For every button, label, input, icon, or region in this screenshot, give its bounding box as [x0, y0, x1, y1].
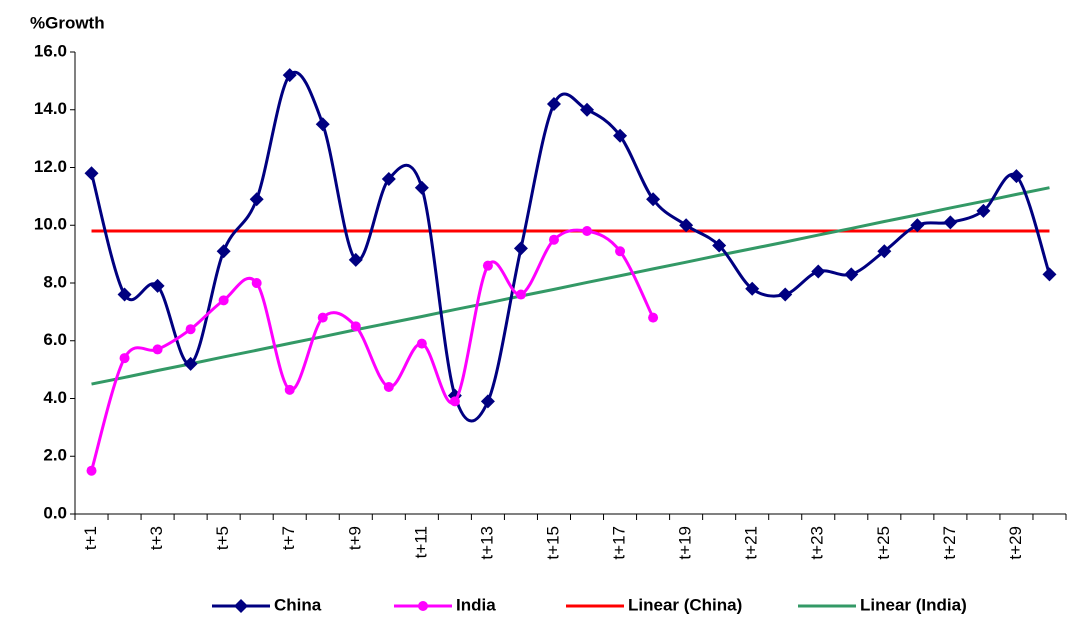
y-tick-label: 14.0: [34, 99, 67, 118]
x-tick-label: t+9: [345, 526, 364, 550]
y-tick-label: 0.0: [43, 503, 67, 522]
marker: [414, 180, 429, 195]
marker: [381, 172, 396, 187]
x-tick-label: t+17: [610, 526, 629, 560]
x-tick-label: t+29: [1006, 526, 1025, 560]
marker: [877, 244, 892, 259]
marker: [117, 287, 132, 302]
marker: [1042, 267, 1057, 282]
x-tick-label: t+1: [81, 526, 100, 550]
x-tick-label: t+15: [543, 526, 562, 560]
marker: [216, 244, 231, 259]
marker: [811, 264, 826, 279]
marker: [416, 338, 427, 349]
marker: [383, 381, 394, 392]
marker: [218, 295, 229, 306]
marker: [976, 203, 991, 218]
marker: [119, 353, 130, 364]
x-tick-label: t+5: [213, 526, 232, 550]
marker: [548, 234, 559, 245]
y-tick-label: 16.0: [34, 41, 67, 60]
marker: [251, 278, 262, 288]
y-tick-label: 12.0: [34, 157, 67, 176]
x-tick-label: t+7: [279, 526, 298, 550]
marker: [317, 312, 328, 323]
marker: [646, 192, 661, 207]
marker: [449, 396, 460, 407]
legend-label: China: [274, 595, 322, 614]
marker: [943, 215, 958, 230]
series-line: [91, 186, 1050, 386]
marker: [582, 226, 593, 237]
legend-marker: [418, 601, 428, 611]
marker: [615, 246, 626, 257]
marker: [284, 384, 295, 395]
marker: [613, 128, 628, 143]
marker: [282, 68, 297, 83]
marker: [315, 117, 330, 132]
marker: [1009, 169, 1024, 184]
legend-label: Linear (China): [628, 595, 742, 614]
marker: [546, 96, 561, 111]
x-tick-label: t+13: [477, 526, 496, 560]
marker: [844, 267, 859, 282]
x-tick-label: t+3: [147, 526, 166, 550]
marker: [150, 278, 165, 293]
marker: [648, 312, 659, 323]
marker: [679, 218, 694, 233]
y-axis-label: %Growth: [30, 13, 105, 32]
legend-label: Linear (India): [860, 595, 967, 614]
x-tick-label: t+23: [808, 526, 827, 560]
marker: [712, 238, 727, 253]
marker: [350, 321, 361, 332]
marker: [482, 260, 493, 271]
x-tick-label: t+19: [676, 526, 695, 560]
marker: [580, 102, 595, 117]
x-tick-label: t+27: [940, 526, 959, 560]
x-tick-label: t+11: [411, 526, 430, 558]
y-tick-label: 8.0: [43, 272, 67, 291]
marker: [348, 252, 363, 267]
marker: [513, 241, 528, 256]
marker: [249, 192, 264, 207]
y-tick-label: 10.0: [34, 215, 67, 234]
x-tick-label: t+21: [742, 526, 761, 560]
marker: [185, 324, 196, 335]
series-line: [90, 70, 1051, 423]
marker: [910, 218, 925, 233]
marker: [183, 356, 198, 371]
marker: [515, 289, 526, 300]
marker: [745, 281, 760, 296]
y-tick-label: 2.0: [43, 446, 67, 465]
marker: [480, 394, 495, 409]
marker: [152, 344, 163, 355]
marker: [778, 287, 793, 302]
y-tick-label: 6.0: [43, 330, 67, 349]
marker: [84, 166, 99, 181]
legend-label: India: [456, 595, 496, 614]
y-tick-label: 4.0: [43, 388, 67, 407]
legend-marker: [234, 599, 248, 613]
x-tick-label: t+25: [874, 526, 893, 560]
series-line: [90, 228, 655, 472]
marker: [86, 465, 97, 476]
